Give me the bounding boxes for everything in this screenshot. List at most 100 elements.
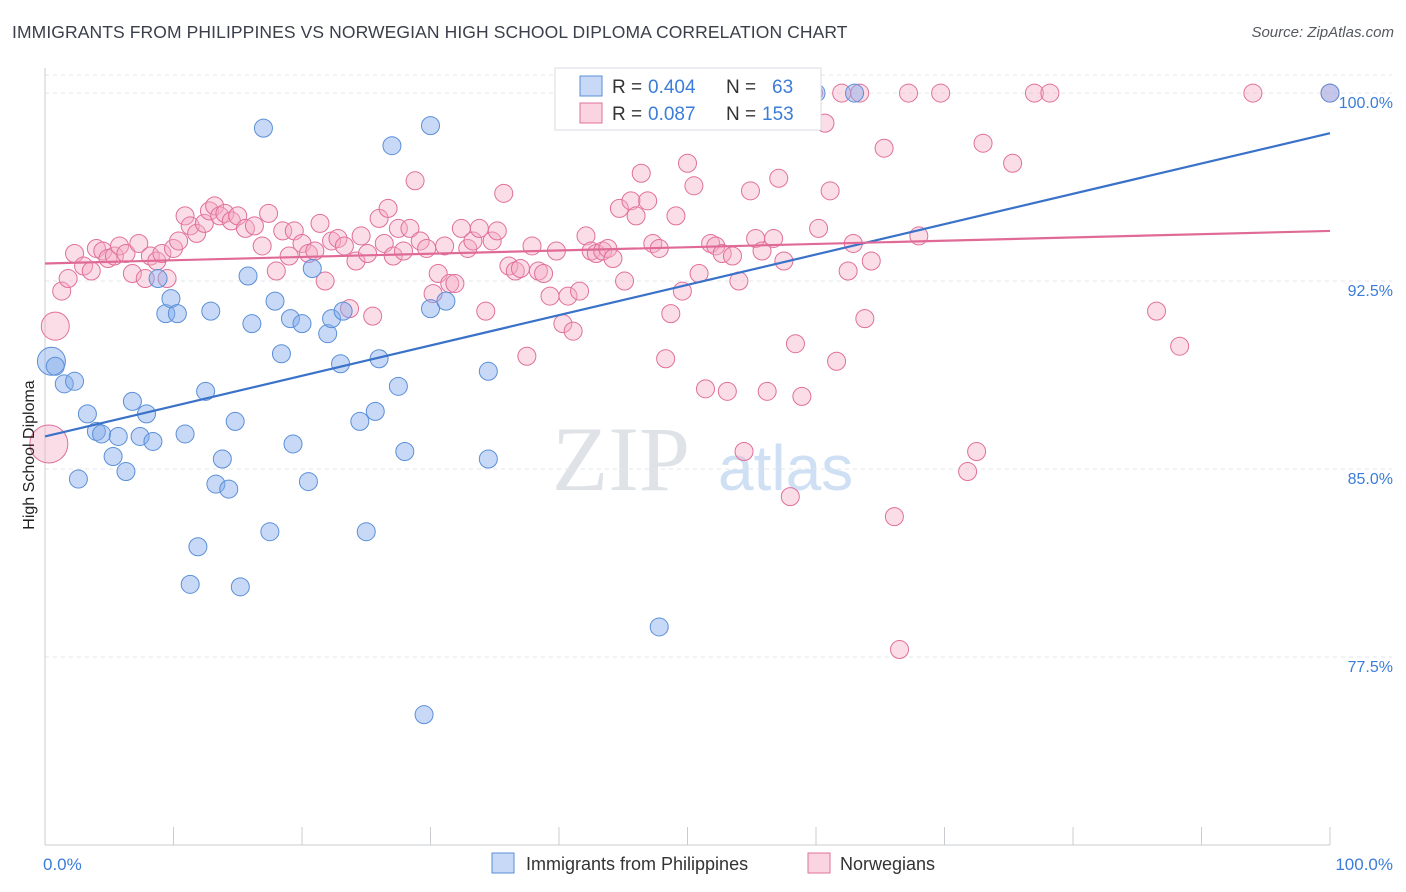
- point-philippines: [65, 371, 85, 391]
- point-norwegians: [855, 309, 875, 329]
- point-philippines: [143, 431, 163, 451]
- point-norwegians: [695, 379, 715, 399]
- legend-label-norwegians: Norwegians: [840, 854, 935, 874]
- point-norwegians: [717, 381, 737, 401]
- point-norwegians: [266, 261, 286, 281]
- point-norwegians: [351, 226, 371, 246]
- watermark-atlas: atlas: [718, 432, 853, 504]
- point-norwegians: [615, 271, 635, 291]
- point-philippines: [302, 259, 322, 279]
- point-philippines: [45, 356, 65, 376]
- point-philippines: [175, 424, 195, 444]
- stats-legend: R = 0.404 N = 63 R = 0.087 N = 153: [554, 67, 822, 131]
- grid: [45, 74, 1392, 658]
- point-norwegians: [81, 261, 101, 281]
- stats-swatch-blue: [579, 75, 603, 97]
- point-norwegians: [558, 286, 578, 306]
- point-norwegians: [1003, 153, 1023, 173]
- point-norwegians: [1170, 336, 1190, 356]
- point-philippines: [212, 449, 232, 469]
- point-philippines: [156, 304, 176, 324]
- point-philippines: [421, 116, 440, 136]
- point-norwegians: [388, 218, 408, 238]
- point-norwegians: [410, 231, 430, 251]
- point-norwegians: [180, 216, 200, 236]
- y-tick-labels: 100.0% 92.5% 85.0% 77.5%: [1339, 95, 1393, 676]
- point-philippines: [122, 391, 142, 411]
- point-norwegians: [656, 349, 676, 369]
- point-norwegians: [890, 639, 910, 659]
- point-philippines: [238, 266, 258, 286]
- point-norwegians: [621, 191, 641, 211]
- point-norwegians: [638, 191, 658, 211]
- point-norwegians: [1040, 83, 1060, 103]
- point-philippines: [260, 522, 280, 542]
- point-norwegians: [259, 203, 279, 223]
- point-philippines: [350, 411, 370, 431]
- stats-r-label-blue: R =: [612, 77, 642, 98]
- point-norwegians: [252, 236, 272, 256]
- point-norwegians: [838, 261, 858, 281]
- point-philippines: [382, 136, 402, 156]
- point-philippines: [86, 421, 106, 441]
- point-philippines: [196, 381, 216, 401]
- y-tick-label: 100.0%: [1339, 95, 1393, 112]
- point-norwegians: [499, 256, 519, 276]
- point-norwegians: [29, 424, 69, 464]
- point-norwegians: [152, 243, 172, 263]
- point-norwegians: [850, 83, 870, 103]
- point-norwegians: [315, 271, 335, 291]
- series-legend: Immigrants from Philippines Norwegians: [491, 852, 935, 874]
- point-norwegians: [358, 243, 378, 263]
- y-axis-title: High School Diploma: [21, 380, 38, 530]
- stats-swatch-pink: [579, 102, 603, 124]
- point-philippines: [649, 617, 669, 637]
- point-philippines: [395, 441, 415, 461]
- point-norwegians: [169, 231, 189, 251]
- point-norwegians: [570, 281, 590, 301]
- point-norwegians: [487, 221, 507, 241]
- point-norwegians: [722, 246, 742, 266]
- point-philippines: [130, 426, 150, 446]
- point-norwegians: [785, 334, 805, 354]
- point-philippines: [225, 411, 245, 431]
- trend-line-norwegians: [44, 229, 1331, 265]
- point-norwegians: [328, 228, 348, 248]
- point-norwegians: [661, 304, 681, 324]
- point-norwegians: [194, 213, 214, 233]
- point-norwegians: [593, 241, 613, 261]
- point-philippines: [283, 434, 303, 454]
- point-philippines: [201, 301, 221, 321]
- point-philippines: [388, 376, 408, 396]
- watermark: ZIP atlas: [552, 408, 853, 510]
- point-norwegians: [861, 251, 881, 271]
- x-tick-labels: 0.0% 100.0%: [43, 855, 1393, 874]
- point-norwegians: [1147, 301, 1167, 321]
- point-philippines: [322, 309, 342, 329]
- point-norwegians: [129, 233, 149, 253]
- point-norwegians: [378, 198, 398, 218]
- point-philippines: [421, 299, 440, 319]
- point-norwegians: [603, 248, 623, 268]
- y-tick-label: 92.5%: [1348, 283, 1393, 300]
- point-norwegians: [435, 236, 455, 256]
- point-norwegians: [973, 133, 993, 153]
- watermark-zip: ZIP: [552, 408, 690, 510]
- point-philippines: [116, 462, 136, 482]
- point-philippines: [242, 314, 262, 334]
- trend-line-philippines: [44, 132, 1331, 438]
- point-norwegians: [175, 206, 195, 226]
- point-philippines: [436, 291, 456, 311]
- point-norwegians: [899, 83, 919, 103]
- point-norwegians: [540, 286, 560, 306]
- point-norwegians: [122, 264, 142, 284]
- y-tick-label: 85.0%: [1348, 471, 1393, 488]
- point-norwegians: [199, 201, 219, 221]
- point-philippines: [167, 304, 187, 324]
- point-norwegians: [40, 311, 70, 341]
- stats-n-value-pink: 153: [762, 104, 794, 125]
- point-norwegians: [666, 206, 686, 226]
- point-norwegians: [528, 261, 548, 281]
- point-norwegians: [394, 241, 414, 261]
